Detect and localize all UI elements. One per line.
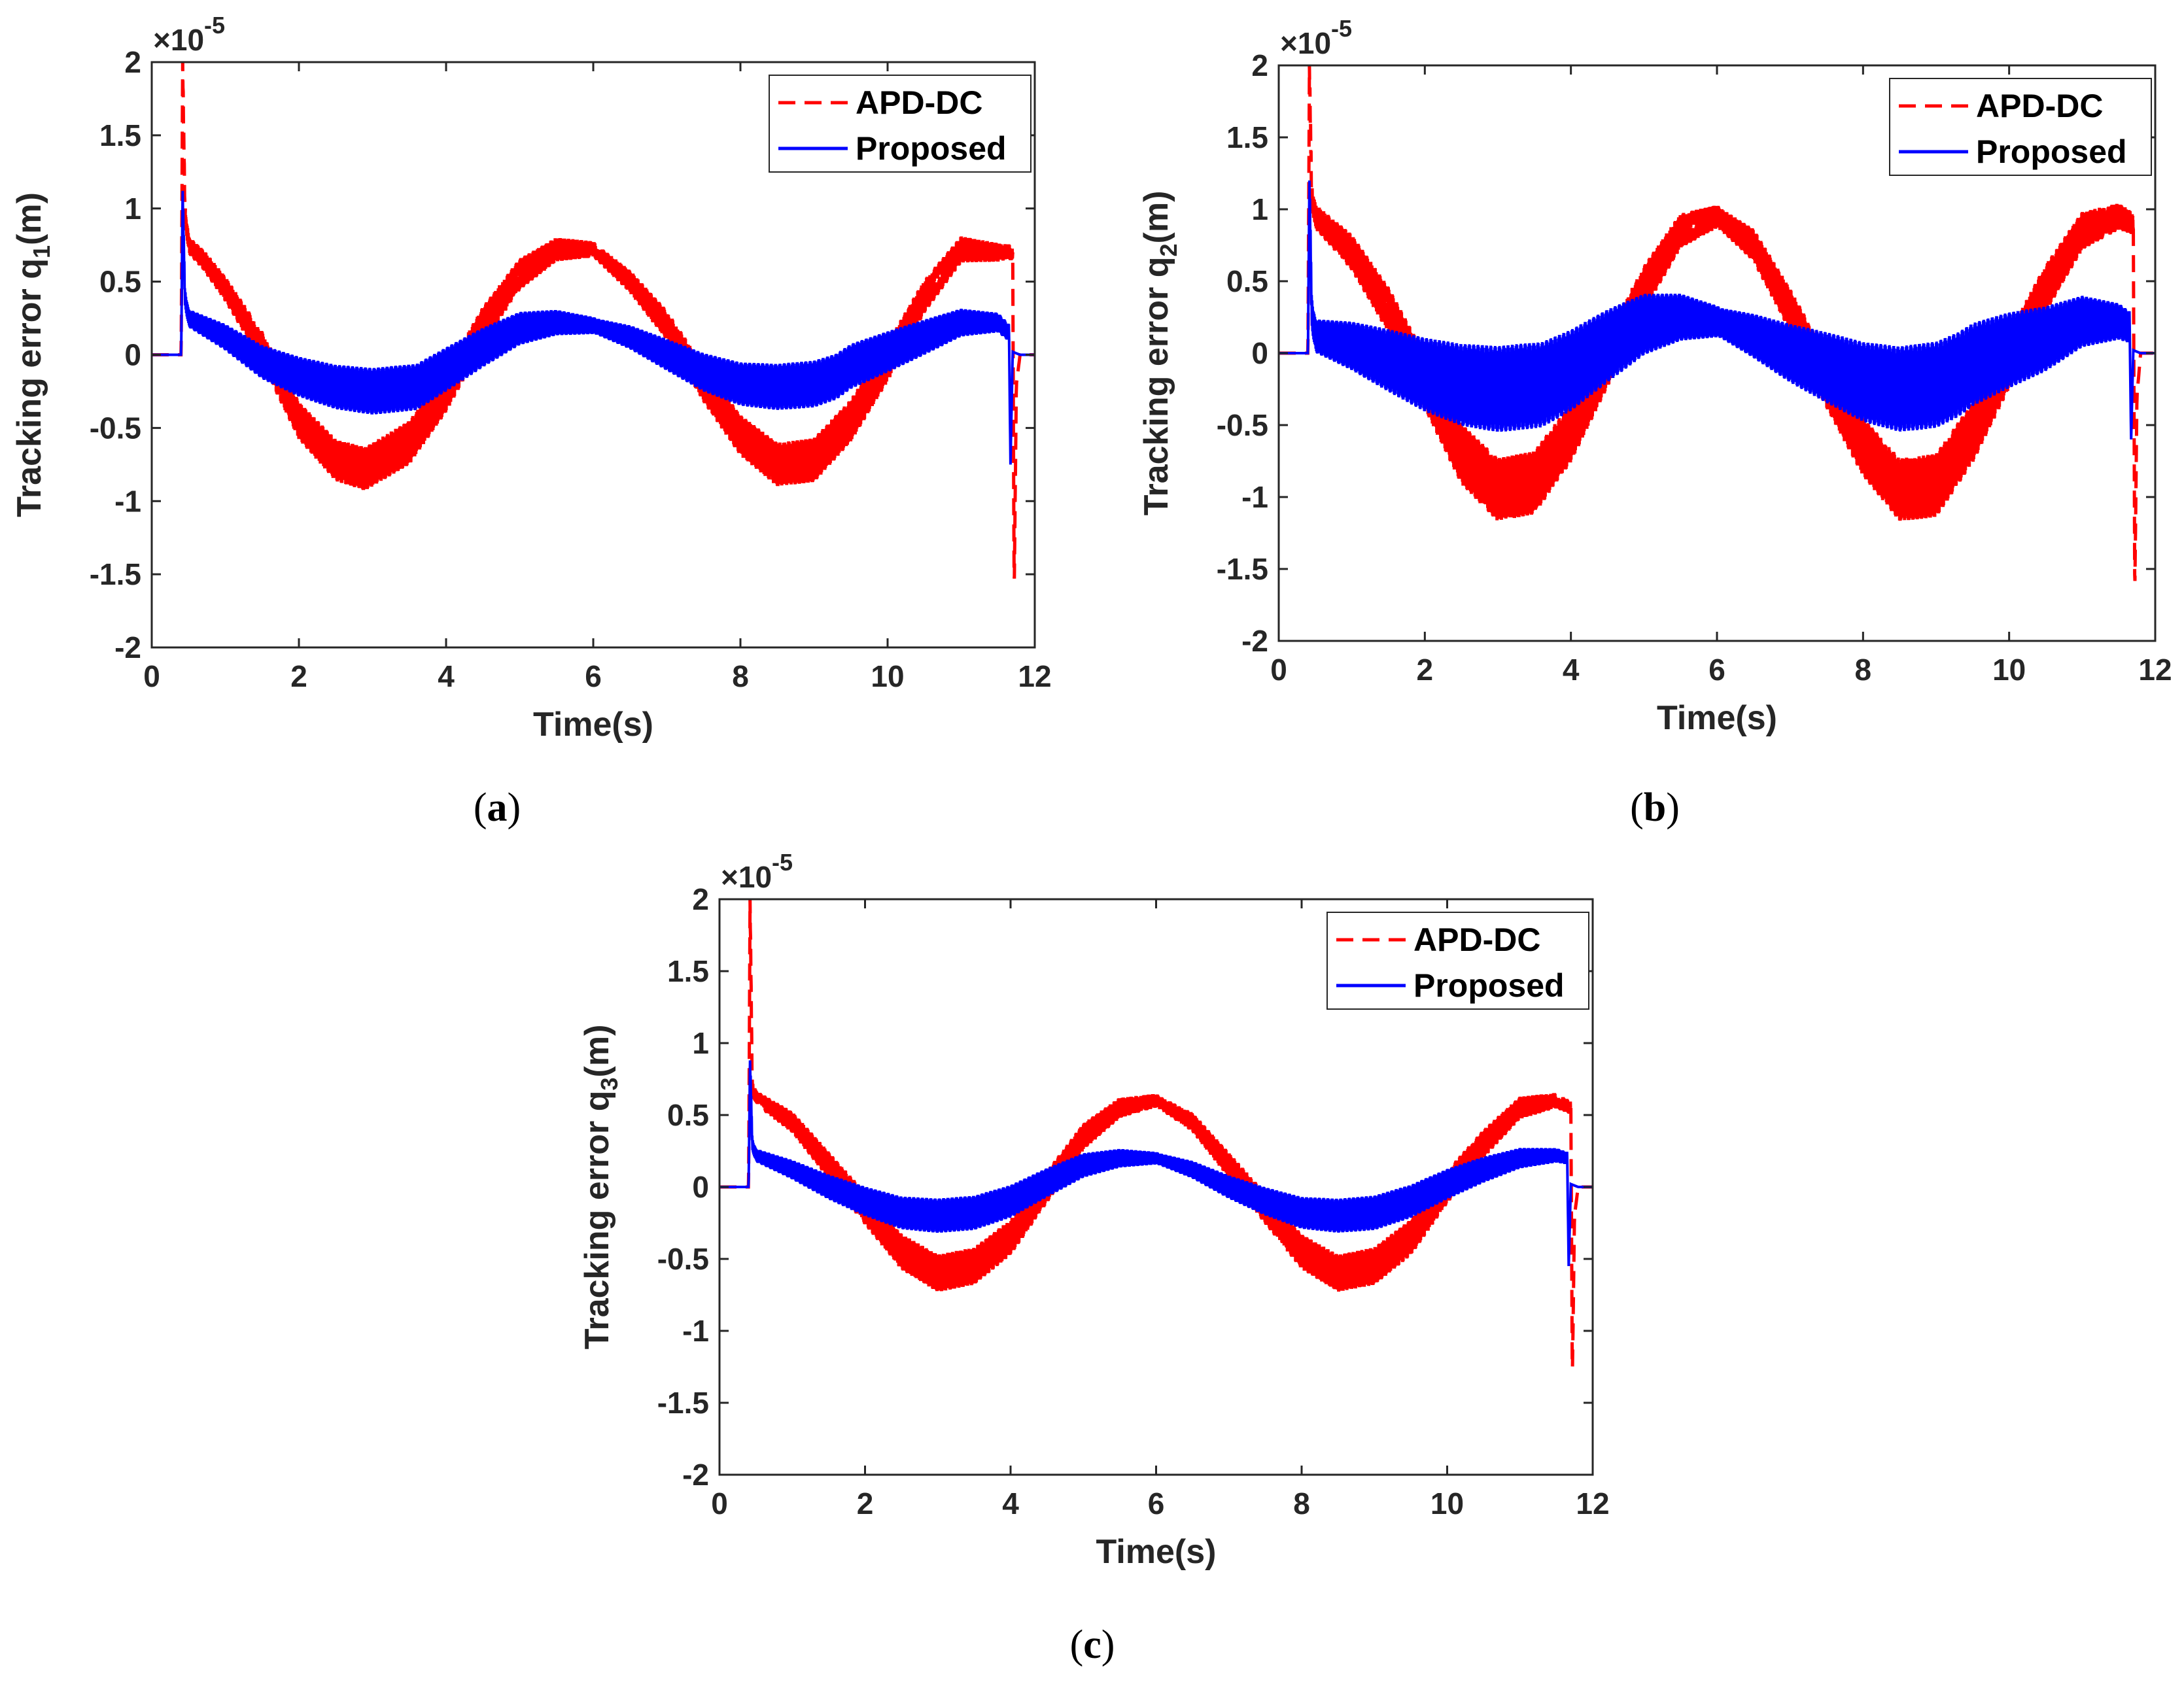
exponent-label: ×10-5	[153, 12, 225, 57]
y-tick-label: -1.5	[1217, 552, 1268, 586]
chart-panel-a: 0 2 4 6 8 10 12 -2 -1.5 -1 -0.5 0 0.5 1 1.5 2 ×10-5 Time(…	[10, 12, 1052, 830]
x-tick-label: 0	[143, 659, 160, 693]
x-tick-label: 10	[1430, 1486, 1464, 1521]
x-tick-label: 6	[585, 659, 602, 693]
x-tick-label: 2	[857, 1486, 874, 1521]
x-axis-label: Time(s)	[1096, 1533, 1217, 1571]
series-group	[1279, 65, 2155, 581]
x-tick-label: 8	[1855, 653, 1872, 687]
y-tick-label: 1.5	[1226, 120, 1268, 154]
y-axis-label: Tracking error q1(m)	[10, 192, 55, 517]
x-tick-label: 2	[290, 659, 307, 693]
legend-box	[1889, 78, 2152, 176]
y-tick-label: 1	[1251, 192, 1268, 226]
y-axis-label-subscript: 3	[596, 1077, 623, 1090]
legend-label-apd-dc: APD-DC	[1976, 88, 2103, 124]
y-axis-label-unit: (m)	[578, 1025, 616, 1078]
y-axis-label-subscript: 2	[1155, 243, 1182, 256]
y-tick-label: 0.5	[667, 1098, 709, 1132]
x-tick-label: 10	[871, 659, 904, 693]
y-tick-label: -2	[682, 1458, 709, 1492]
y-tick-label: -1	[682, 1314, 709, 1348]
legend-label-apd-dc: APD-DC	[856, 84, 982, 121]
series-line-proposed	[152, 190, 1035, 465]
y-tick-label: 0	[124, 338, 141, 372]
x-tick-label: 0	[1270, 653, 1287, 687]
x-tick-label: 8	[1293, 1486, 1310, 1521]
exponent-label: ×10-5	[1280, 15, 1352, 60]
y-axis-label-subscript: 1	[28, 245, 55, 258]
y-axis-label-unit: (m)	[10, 192, 48, 245]
chart-panel-b: 0 2 4 6 8 10 12 -2 -1.5 -1 -0.5 0 0.5 1 1.5 2 ×10-5 Time(…	[1137, 15, 2172, 830]
y-axis-label-text: Tracking error q	[10, 258, 48, 517]
exponent-power: -5	[772, 849, 793, 876]
series-group	[719, 899, 1593, 1368]
x-tick-label: 4	[1002, 1486, 1019, 1521]
x-tick-label: 10	[1992, 653, 2026, 687]
exponent-label: ×10-5	[721, 849, 793, 894]
x-tick-label: 6	[1148, 1486, 1165, 1521]
x-axis-label: Time(s)	[533, 706, 653, 744]
legend: APD-DC Proposed	[1326, 912, 1589, 1010]
y-tick-label: 1.5	[99, 118, 141, 152]
y-tick-label: 1	[692, 1026, 709, 1060]
chart-panel-c: 0 2 4 6 8 10 12 -2 -1.5 -1 -0.5 0 0.5 1 1.5 2 ×10-5 Time(…	[578, 849, 1610, 1667]
y-tick-label: 1.5	[667, 954, 709, 988]
y-tick-label: -0.5	[1217, 408, 1268, 442]
x-tick-label: 4	[438, 659, 455, 693]
y-axis-label: Tracking error q3(m)	[578, 1025, 623, 1350]
exponent-power: -5	[1331, 15, 1352, 42]
y-tick-label: 2	[1251, 48, 1268, 82]
x-tick-label: 4	[1563, 653, 1580, 687]
y-tick-label: 0.5	[99, 265, 141, 299]
y-tick-label: -0.5	[657, 1242, 709, 1276]
series-line-proposed	[719, 1060, 1593, 1267]
y-tick-label: 0	[1251, 336, 1268, 370]
x-tick-label: 12	[2138, 653, 2172, 687]
y-tick-label: -2	[114, 630, 141, 664]
x-tick-label: 2	[1417, 653, 1434, 687]
y-tick-label: 2	[692, 882, 709, 916]
x-axis-label: Time(s)	[1657, 699, 1777, 737]
x-tick-label: 6	[1708, 653, 1725, 687]
legend-box	[1326, 912, 1589, 1010]
x-tick-label: 12	[1576, 1486, 1609, 1521]
panel-caption-label: b	[1644, 785, 1666, 830]
y-tick-label: 0.5	[1226, 264, 1268, 298]
legend: APD-DC Proposed	[769, 75, 1031, 173]
y-tick-label: -2	[1241, 624, 1268, 658]
legend-label-apd-dc: APD-DC	[1413, 921, 1540, 958]
legend-box	[769, 75, 1031, 173]
x-tick-label: 8	[732, 659, 749, 693]
legend-label-proposed: Proposed	[856, 130, 1007, 167]
series-group	[152, 62, 1035, 579]
panel-caption: (a)	[474, 785, 521, 830]
panel-caption-label: c	[1083, 1623, 1101, 1667]
y-tick-label: 1	[124, 192, 141, 226]
x-tick-label: 12	[1018, 659, 1051, 693]
y-tick-label: -1.5	[657, 1386, 709, 1420]
y-axis-label-unit: (m)	[1137, 191, 1175, 244]
legend-label-proposed: Proposed	[1413, 967, 1565, 1004]
panel-caption: (c)	[1070, 1623, 1115, 1667]
y-tick-label: -1.5	[90, 557, 141, 591]
y-tick-label: -1	[114, 484, 141, 518]
y-axis-label-text: Tracking error q	[1137, 256, 1175, 515]
y-tick-label: -0.5	[90, 411, 141, 445]
y-tick-label: 0	[692, 1170, 709, 1204]
y-axis-label-text: Tracking error q	[578, 1090, 616, 1349]
series-line-proposed	[1279, 180, 2155, 440]
y-tick-label: -1	[1241, 480, 1268, 514]
y-axis-label: Tracking error q2(m)	[1137, 191, 1182, 516]
y-tick-label: 2	[124, 45, 141, 79]
legend-label-proposed: Proposed	[1976, 133, 2127, 170]
x-tick-label: 0	[711, 1486, 728, 1521]
legend: APD-DC Proposed	[1889, 78, 2152, 176]
panel-caption-label: a	[487, 785, 508, 830]
exponent-power: -5	[204, 12, 225, 39]
panel-caption: (b)	[1630, 785, 1680, 830]
